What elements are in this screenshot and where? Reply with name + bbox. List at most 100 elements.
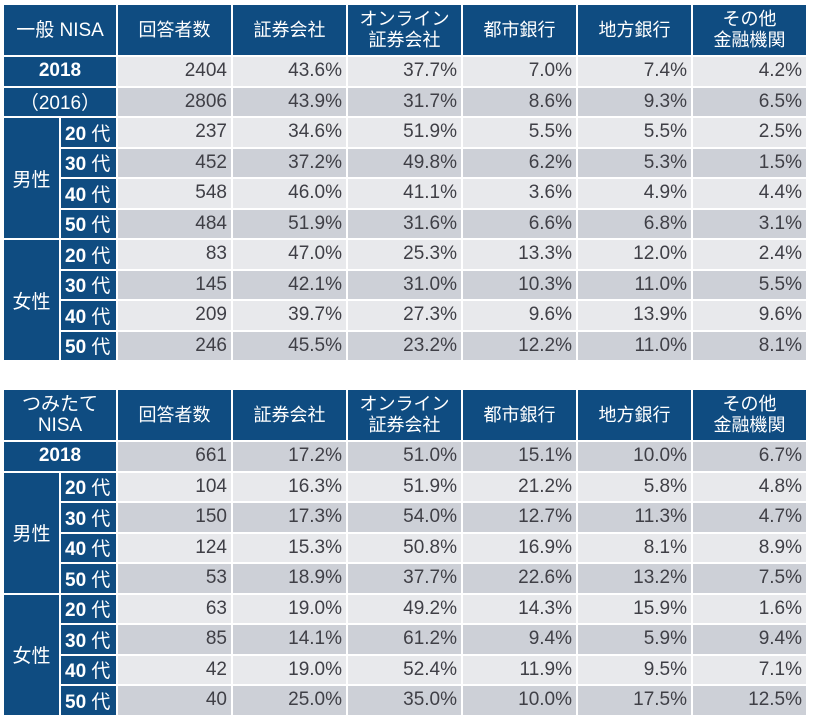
value-cell: 661 <box>118 442 231 471</box>
column-header: その他 金融機関 <box>693 390 806 440</box>
table-row: 50 代 40 25.0% 35.0% 10.0% 17.5% 12.5% <box>4 686 806 715</box>
value-cell: 4.7% <box>693 503 806 532</box>
table-row: 30 代 452 37.2% 49.8% 6.2% 5.3% 1.5% <box>4 148 806 177</box>
table-row: 40 代 209 39.7% 27.3% 9.6% 13.9% 9.6% <box>4 301 806 330</box>
value-cell: 10.0% <box>463 686 576 715</box>
value-cell: 237 <box>118 118 231 147</box>
value-cell: 51.9% <box>233 209 346 238</box>
value-cell: 8.9% <box>693 533 806 562</box>
value-cell: 16.3% <box>233 472 346 501</box>
value-cell: 5.5% <box>463 118 576 147</box>
value-cell: 145 <box>118 270 231 299</box>
age-number: 40 <box>65 661 87 683</box>
value-cell: 31.7% <box>348 87 461 116</box>
general-nisa-table: 一般 NISA 回答者数 証券会社 オンライン 証券会社 都市銀行 地方銀行 その他 金融機関 2… <box>2 3 808 362</box>
row-age-label: 30 代 <box>61 503 116 532</box>
value-cell: 4.9% <box>578 179 691 208</box>
value-cell: 7.0% <box>463 57 576 86</box>
value-cell: 1.5% <box>693 148 806 177</box>
row-age-label: 30 代 <box>61 625 116 654</box>
value-cell: 54.0% <box>348 503 461 532</box>
value-cell: 11.0% <box>578 331 691 360</box>
age-number: 50 <box>65 215 87 237</box>
value-cell: 9.6% <box>693 301 806 330</box>
table-row: 40 代 124 15.3% 50.8% 16.9% 8.1% 8.9% <box>4 533 806 562</box>
value-cell: 8.6% <box>463 87 576 116</box>
row-label: 2018 <box>4 442 116 471</box>
value-cell: 52.4% <box>348 655 461 684</box>
value-cell: 6.8% <box>578 209 691 238</box>
value-cell: 150 <box>118 503 231 532</box>
value-cell: 25.3% <box>348 240 461 269</box>
value-cell: 9.4% <box>693 625 806 654</box>
value-cell: 548 <box>118 179 231 208</box>
row-group-label: 男性 <box>4 118 59 238</box>
value-cell: 46.0% <box>233 179 346 208</box>
value-cell: 12.7% <box>463 503 576 532</box>
value-cell: 31.6% <box>348 209 461 238</box>
value-cell: 85 <box>118 625 231 654</box>
age-number: 20 <box>65 245 87 267</box>
column-header: オンライン 証券会社 <box>348 5 461 55</box>
value-cell: 17.2% <box>233 442 346 471</box>
row-age-label: 40 代 <box>61 301 116 330</box>
value-cell: 12.2% <box>463 331 576 360</box>
table-title: つみたて NISA <box>4 390 116 440</box>
value-cell: 5.5% <box>578 118 691 147</box>
value-cell: 47.0% <box>233 240 346 269</box>
row-age-label: 40 代 <box>61 179 116 208</box>
row-age-label: 30 代 <box>61 270 116 299</box>
value-cell: 5.8% <box>578 472 691 501</box>
value-cell: 49.8% <box>348 148 461 177</box>
value-cell: 6.6% <box>463 209 576 238</box>
row-group-label: 女性 <box>4 594 59 715</box>
table-row: 30 代 145 42.1% 31.0% 10.3% 11.0% 5.5% <box>4 270 806 299</box>
value-cell: 17.3% <box>233 503 346 532</box>
value-cell: 15.1% <box>463 442 576 471</box>
value-cell: 63 <box>118 594 231 623</box>
row-age-label: 20 代 <box>61 118 116 147</box>
value-cell: 23.2% <box>348 331 461 360</box>
value-cell: 50.8% <box>348 533 461 562</box>
value-cell: 42 <box>118 655 231 684</box>
table-row: 男性 20 代 237 34.6% 51.9% 5.5% 5.5% 2.5% <box>4 118 806 238</box>
column-header: 地方銀行 <box>578 5 691 55</box>
value-cell: 3.6% <box>463 179 576 208</box>
age-number: 50 <box>65 337 87 359</box>
value-cell: 9.5% <box>578 655 691 684</box>
table-title: 一般 NISA <box>4 5 116 55</box>
value-cell: 4.8% <box>693 472 806 501</box>
value-cell: 7.1% <box>693 655 806 684</box>
row-age-label: 30 代 <box>61 148 116 177</box>
value-cell: 4.4% <box>693 179 806 208</box>
row-age-label: 50 代 <box>61 209 116 238</box>
value-cell: 83 <box>118 240 231 269</box>
value-cell: 2.4% <box>693 240 806 269</box>
value-cell: 8.1% <box>693 331 806 360</box>
value-cell: 9.4% <box>463 625 576 654</box>
value-cell: 13.9% <box>578 301 691 330</box>
value-cell: 10.0% <box>578 442 691 471</box>
column-header: 都市銀行 <box>463 5 576 55</box>
table-row: 50 代 53 18.9% 37.7% 22.6% 13.2% 7.5% <box>4 564 806 593</box>
tsumitate-nisa-table: つみたて NISA 回答者数 証券会社 オンライン 証券会社 都市銀行 地方銀行 その他 金融機関… <box>2 388 808 717</box>
row-age-label: 20 代 <box>61 240 116 269</box>
age-number: 30 <box>65 630 87 652</box>
value-cell: 51.9% <box>348 118 461 147</box>
value-cell: 37.7% <box>348 57 461 86</box>
value-cell: 2.5% <box>693 118 806 147</box>
age-number: 20 <box>65 600 87 622</box>
column-header: 都市銀行 <box>463 390 576 440</box>
value-cell: 43.6% <box>233 57 346 86</box>
column-header: 証券会社 <box>233 5 346 55</box>
value-cell: 53 <box>118 564 231 593</box>
row-group-label: 男性 <box>4 472 59 593</box>
value-cell: 452 <box>118 148 231 177</box>
value-cell: 22.6% <box>463 564 576 593</box>
value-cell: 104 <box>118 472 231 501</box>
value-cell: 7.4% <box>578 57 691 86</box>
value-cell: 43.9% <box>233 87 346 116</box>
row-age-label: 50 代 <box>61 331 116 360</box>
value-cell: 8.1% <box>578 533 691 562</box>
value-cell: 14.3% <box>463 594 576 623</box>
